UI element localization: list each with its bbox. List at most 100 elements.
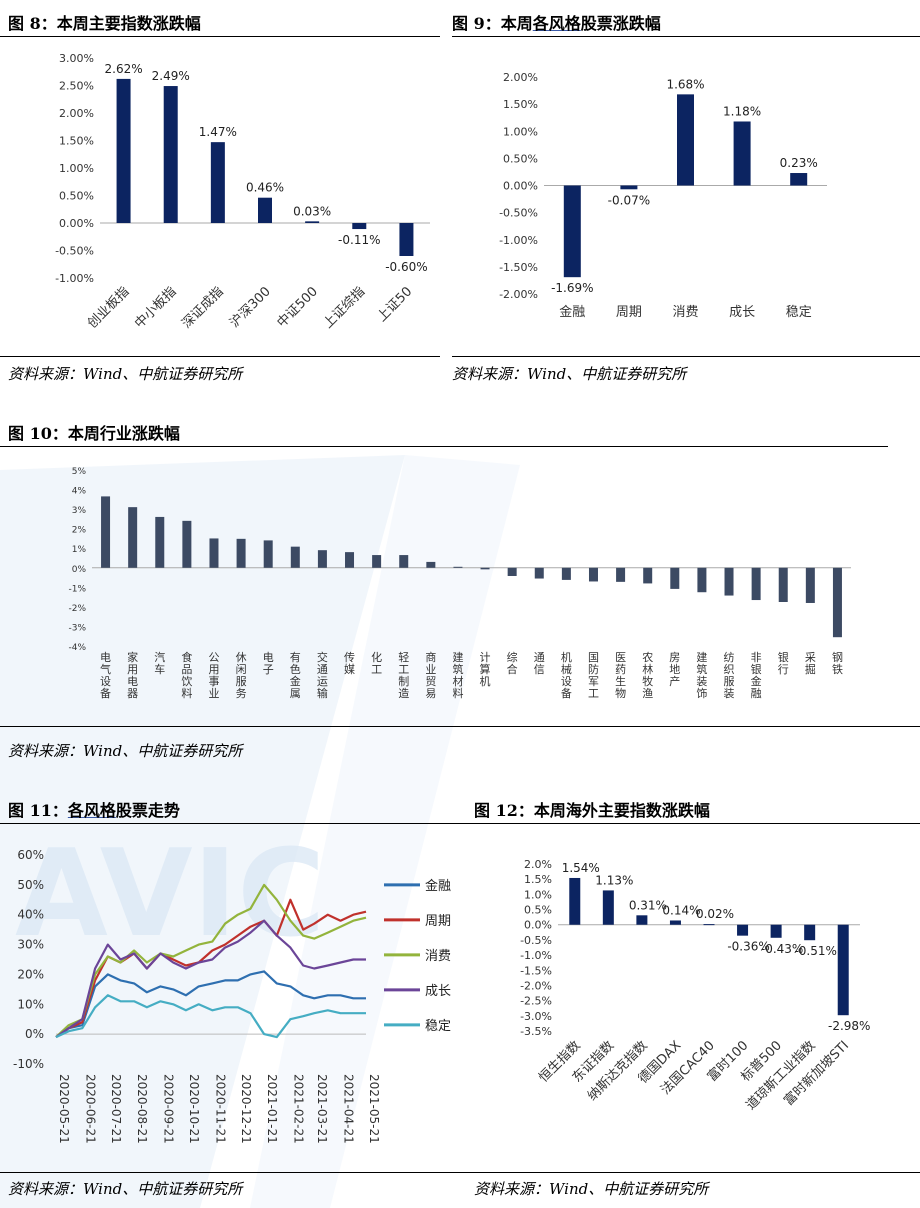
y-tick-label: 0.50% xyxy=(59,190,94,203)
data-label: 2.62% xyxy=(105,62,143,76)
bar xyxy=(263,540,273,568)
y-tick-label: 5% xyxy=(72,467,87,477)
y-tick-label: -1.50% xyxy=(499,261,538,274)
fig10-chart: 5% 4% 3% 2% 1% 0% -1% -2% -3% -4% 电气设备 家用电器 汽车 食品饮料 公用… xyxy=(68,467,851,700)
y-tick-label: 0% xyxy=(25,1027,44,1041)
x-tick-label: 纺织服装 xyxy=(724,650,735,700)
fig8-bottom-rule xyxy=(0,356,440,357)
bar xyxy=(737,924,749,936)
bar xyxy=(480,567,490,570)
fig11-top-rule xyxy=(0,823,920,824)
x-tick-label: 2020-11-21 xyxy=(213,1074,227,1144)
y-tick-label: 0.50% xyxy=(503,152,538,165)
bar xyxy=(832,567,842,638)
x-tick-label: 医药生物 xyxy=(615,651,626,700)
bar xyxy=(163,86,178,223)
fig9-chart: 2.00% 1.50% 1.00% 0.50% 0.00% -0.50% -1.00% -1.… xyxy=(499,71,827,320)
data-label: 1.68% xyxy=(666,77,704,91)
y-tick-label: 4% xyxy=(72,487,87,497)
y-tick-label: 10% xyxy=(17,997,44,1011)
x-tick-label: 计算机 xyxy=(480,651,491,688)
data-label: -2.98% xyxy=(828,1019,870,1033)
y-tick-label: 0.00% xyxy=(59,217,94,230)
x-tick-label: 建筑材料 xyxy=(452,650,463,700)
fig8-chart: 3.00% 2.50% 2.00% 1.50% 1.00% 0.50% 0.00% -0.50… xyxy=(55,52,430,332)
fig12-chart: 2.0% 1.5% 1.0% 0.5% 0.0% -0.5% -1.0% -1.5% -2.0%… xyxy=(520,858,870,1113)
bar xyxy=(352,223,367,230)
x-tick-label: 2020-06-21 xyxy=(83,1074,97,1144)
bar xyxy=(636,915,648,925)
x-tick-label: 消费 xyxy=(672,305,698,320)
y-tick-label: -2.5% xyxy=(520,995,552,1008)
x-tick-label: 中证500 xyxy=(274,284,321,331)
bar xyxy=(534,567,544,579)
bar xyxy=(837,924,849,1016)
x-tick-label: 中小板指 xyxy=(132,284,179,331)
bar xyxy=(507,567,517,576)
y-tick-label: 1.50% xyxy=(59,135,94,148)
bar xyxy=(561,567,571,580)
bar xyxy=(399,555,409,568)
x-tick-label: 建筑装饰 xyxy=(696,650,707,700)
bar xyxy=(733,121,751,186)
x-tick-label: 钢铁 xyxy=(832,651,843,676)
bar xyxy=(399,223,414,256)
x-tick-label: 2020-10-21 xyxy=(187,1074,201,1144)
bar xyxy=(209,538,219,568)
y-tick-label: 60% xyxy=(17,848,44,862)
y-tick-label: 2% xyxy=(72,526,87,536)
y-tick-label: 1% xyxy=(72,545,87,555)
y-tick-label: -2.0% xyxy=(520,979,552,992)
x-tick-label: 2020-07-21 xyxy=(109,1074,123,1144)
y-tick-label: 0.00% xyxy=(503,180,538,193)
y-tick-label: 1.00% xyxy=(503,125,538,138)
data-label: 1.47% xyxy=(199,125,237,139)
y-tick-label: -1% xyxy=(68,584,86,594)
x-tick-label: 创业板指 xyxy=(85,284,132,331)
legend-label: 周期 xyxy=(425,914,451,929)
series-line-4 xyxy=(55,919,366,1039)
bar xyxy=(770,924,782,938)
y-tick-label: 1.5% xyxy=(524,873,552,886)
data-label: 0.02% xyxy=(696,907,734,921)
x-tick-label: 国防军工 xyxy=(588,651,599,700)
x-tick-label: 2021-04-21 xyxy=(342,1074,356,1144)
bar xyxy=(155,516,165,568)
y-tick-label: -0.5% xyxy=(520,934,552,947)
x-tick-label: 机械设备 xyxy=(561,650,572,700)
bar xyxy=(305,221,320,223)
bar xyxy=(101,496,111,568)
bar xyxy=(563,185,581,278)
bar xyxy=(128,507,138,568)
x-tick-label: 2020-09-21 xyxy=(161,1074,175,1144)
data-label: -0.60% xyxy=(385,260,427,274)
x-tick-label: 2021-02-21 xyxy=(291,1074,305,1144)
x-tick-label: 2021-05-21 xyxy=(367,1074,381,1144)
bottom-rule xyxy=(0,1172,920,1173)
x-tick-label: 农林牧渔 xyxy=(642,650,653,700)
x-tick-label: 化工 xyxy=(371,650,382,676)
legend-label: 金融 xyxy=(425,878,451,894)
fig10-source: 资料来源：Wind、中航证券研究所 xyxy=(8,742,243,760)
y-tick-label: 40% xyxy=(17,908,44,922)
bar xyxy=(805,567,815,603)
x-tick-label: 2021-03-21 xyxy=(315,1074,329,1144)
y-tick-label: 50% xyxy=(17,878,44,892)
y-tick-label: 30% xyxy=(17,938,44,952)
x-tick-label: 家用电器 xyxy=(127,650,138,700)
bar xyxy=(182,520,192,568)
y-tick-label: -4% xyxy=(68,643,86,653)
bar xyxy=(616,567,626,582)
x-tick-label: 稳定 xyxy=(786,304,812,320)
x-tick-label: 综合 xyxy=(507,650,518,676)
fig10-top-rule xyxy=(0,446,888,447)
y-tick-label: 1.00% xyxy=(59,162,94,175)
y-tick-label: -0.50% xyxy=(499,207,538,220)
x-tick-label: 2020-08-21 xyxy=(135,1074,149,1144)
data-label: 0.03% xyxy=(293,204,331,218)
x-tick-label: 商业贸易 xyxy=(425,650,436,700)
x-tick-label: 交通运输 xyxy=(317,650,328,700)
fig10-bottom-rule xyxy=(0,726,920,727)
y-tick-label: 1.50% xyxy=(503,98,538,111)
y-tick-label: 2.50% xyxy=(59,80,94,93)
